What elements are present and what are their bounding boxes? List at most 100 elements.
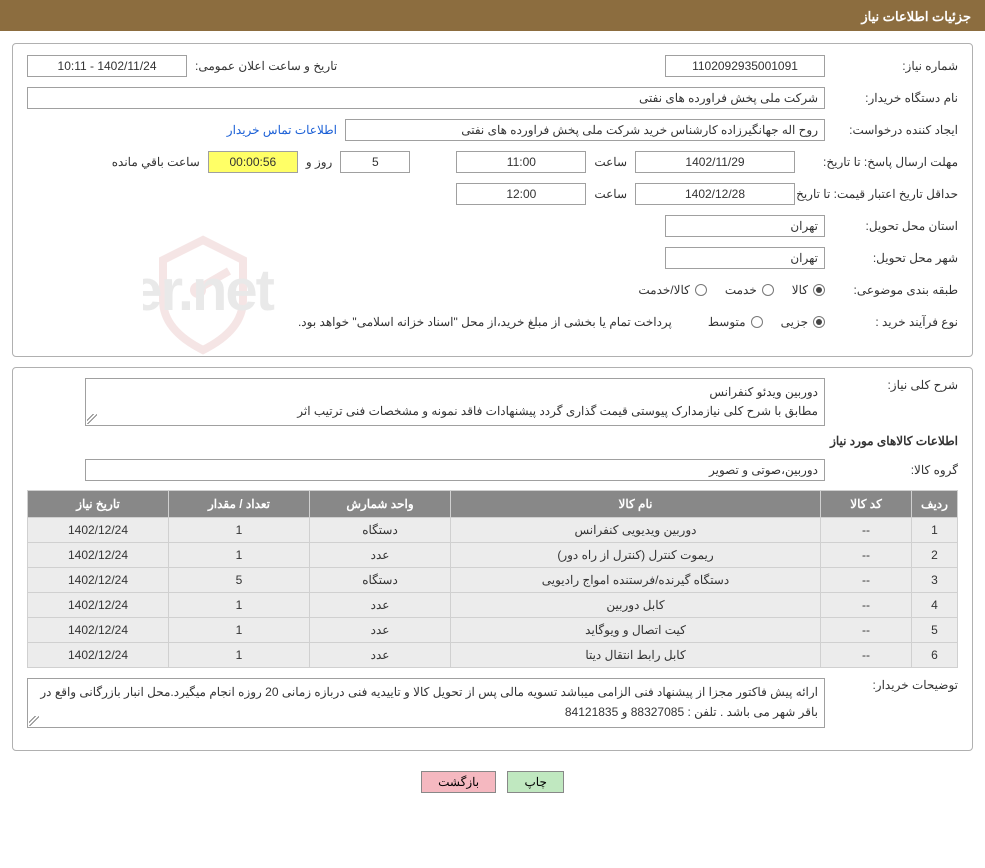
buyer-contact-link[interactable]: اطلاعات تماس خریدار — [227, 123, 337, 137]
table-row: 3--دستگاه گیرنده/فرستنده امواج رادیوییدس… — [28, 568, 957, 592]
th-name: نام کالا — [451, 491, 820, 517]
label-general-desc: شرح کلی نیاز: — [833, 378, 958, 392]
th-qty: تعداد / مقدار — [169, 491, 309, 517]
th-code: کد کالا — [821, 491, 911, 517]
table-cell-code: -- — [821, 568, 911, 592]
table-cell-name: دوربین ویدیویی کنفرانس — [451, 518, 820, 542]
label-remaining: ساعت باقي مانده — [112, 155, 200, 169]
resize-grip-icon[interactable] — [87, 414, 97, 424]
th-unit: واحد شمارش — [310, 491, 450, 517]
table-cell-row: 3 — [912, 568, 957, 592]
resize-grip-icon[interactable] — [29, 716, 39, 726]
value-city: تهران — [665, 247, 825, 269]
table-cell-date: 1402/12/24 — [28, 568, 168, 592]
label-announce: تاریخ و ساعت اعلان عمومی: — [195, 59, 337, 73]
table-cell-unit: عدد — [310, 543, 450, 567]
value-need-no: 1102092935001091 — [665, 55, 825, 77]
need-items-section: شرح کلی نیاز: دوربين ويدئو كنفرانس مطابق… — [12, 367, 973, 751]
label-city: شهر محل تحویل: — [833, 251, 958, 265]
table-cell-name: کابل دوربین — [451, 593, 820, 617]
value-days-left: 5 — [340, 151, 410, 173]
value-time-left: 00:00:56 — [208, 151, 298, 173]
table-cell-date: 1402/12/24 — [28, 643, 168, 667]
purchase-type-note: پرداخت تمام یا بخشی از مبلغ خرید،از محل … — [298, 315, 672, 329]
table-cell-qty: 1 — [169, 618, 309, 642]
table-cell-date: 1402/12/24 — [28, 593, 168, 617]
table-cell-name: دستگاه گیرنده/فرستنده امواج رادیویی — [451, 568, 820, 592]
table-cell-row: 6 — [912, 643, 957, 667]
label-purchase-type: نوع فرآیند خرید : — [833, 315, 958, 329]
need-info-section: شماره نیاز: 1102092935001091 تاریخ و ساع… — [12, 43, 973, 357]
table-cell-qty: 1 — [169, 643, 309, 667]
label-need-no: شماره نیاز: — [833, 59, 958, 73]
label-buyer-org: نام دستگاه خریدار: — [833, 91, 958, 105]
table-row: 4--کابل دوربینعدد11402/12/24 — [28, 593, 957, 617]
table-cell-qty: 1 — [169, 543, 309, 567]
value-general-desc: دوربين ويدئو كنفرانس مطابق با شرح کلی نی… — [85, 378, 825, 426]
value-deadline-time: 11:00 — [456, 151, 586, 173]
classification-radio-group: کالا خدمت کالا/خدمت — [638, 283, 825, 297]
radio-goods-service[interactable] — [695, 284, 707, 296]
value-announce: 1402/11/24 - 10:11 — [27, 55, 187, 77]
radio-medium[interactable] — [751, 316, 763, 328]
items-info-title: اطلاعات کالاهای مورد نیاز — [27, 434, 958, 448]
table-header-row: ردیف کد کالا نام کالا واحد شمارش تعداد /… — [28, 491, 957, 517]
table-cell-name: کابل رابط انتقال دیتا — [451, 643, 820, 667]
value-min-validity-date: 1402/12/28 — [635, 183, 795, 205]
table-cell-code: -- — [821, 518, 911, 542]
value-buyer-notes: ارائه پیش فاکتور مجزا از پیشنهاد فنی الز… — [27, 678, 825, 728]
th-row: ردیف — [912, 491, 957, 517]
table-cell-code: -- — [821, 593, 911, 617]
table-cell-date: 1402/12/24 — [28, 618, 168, 642]
table-cell-row: 2 — [912, 543, 957, 567]
label-buyer-notes: توضیحات خریدار: — [833, 678, 958, 692]
table-cell-row: 5 — [912, 618, 957, 642]
table-cell-date: 1402/12/24 — [28, 518, 168, 542]
radio-goods-label: کالا — [792, 283, 808, 297]
print-button[interactable]: چاپ — [507, 771, 563, 793]
items-table: ردیف کد کالا نام کالا واحد شمارش تعداد /… — [27, 490, 958, 668]
table-row: 5--کیت اتصال و ویوگایدعدد11402/12/24 — [28, 618, 957, 642]
radio-service[interactable] — [762, 284, 774, 296]
table-cell-row: 1 — [912, 518, 957, 542]
radio-minor-label: جزیی — [781, 315, 808, 329]
radio-medium-label: متوسط — [708, 315, 746, 329]
table-cell-name: ریموت کنترل (کنترل از راه دور) — [451, 543, 820, 567]
label-province: استان محل تحویل: — [833, 219, 958, 233]
table-row: 6--کابل رابط انتقال دیتاعدد11402/12/24 — [28, 643, 957, 667]
table-cell-qty: 1 — [169, 518, 309, 542]
value-min-validity-time: 12:00 — [456, 183, 586, 205]
label-goods-group: گروه کالا: — [833, 463, 958, 477]
table-cell-qty: 1 — [169, 593, 309, 617]
table-cell-unit: عدد — [310, 643, 450, 667]
radio-minor[interactable] — [813, 316, 825, 328]
footer-buttons: چاپ بازگشت — [12, 761, 973, 811]
panel-title: جزئیات اطلاعات نیاز — [861, 9, 971, 24]
table-cell-qty: 5 — [169, 568, 309, 592]
value-goods-group: دوربین،صوتی و تصویر — [85, 459, 825, 481]
label-hour-2: ساعت — [594, 187, 627, 201]
table-cell-row: 4 — [912, 593, 957, 617]
table-cell-unit: عدد — [310, 593, 450, 617]
label-min-validity: حداقل تاریخ اعتبار قیمت: تا تاریخ: — [803, 187, 958, 201]
radio-goods-service-label: کالا/خدمت — [638, 283, 689, 297]
value-deadline-date: 1402/11/29 — [635, 151, 795, 173]
general-desc-text: دوربين ويدئو كنفرانس مطابق با شرح کلی نی… — [297, 385, 818, 418]
panel-header: جزئیات اطلاعات نیاز — [0, 3, 985, 31]
table-row: 1--دوربین ویدیویی کنفرانسدستگاه11402/12/… — [28, 518, 957, 542]
buyer-notes-text: ارائه پیش فاکتور مجزا از پیشنهاد فنی الز… — [40, 685, 818, 718]
table-cell-code: -- — [821, 543, 911, 567]
label-hour-1: ساعت — [594, 155, 627, 169]
table-row: 2--ریموت کنترل (کنترل از راه دور)عدد1140… — [28, 543, 957, 567]
table-cell-unit: عدد — [310, 618, 450, 642]
value-requester: روح اله جهانگیرزاده کارشناس خرید شرکت مل… — [345, 119, 825, 141]
back-button[interactable]: بازگشت — [421, 771, 496, 793]
label-requester: ایجاد کننده درخواست: — [833, 123, 958, 137]
table-cell-unit: دستگاه — [310, 518, 450, 542]
label-deadline: مهلت ارسال پاسخ: تا تاریخ: — [803, 155, 958, 169]
table-cell-unit: دستگاه — [310, 568, 450, 592]
radio-goods[interactable] — [813, 284, 825, 296]
value-province: تهران — [665, 215, 825, 237]
table-cell-code: -- — [821, 643, 911, 667]
table-cell-code: -- — [821, 618, 911, 642]
